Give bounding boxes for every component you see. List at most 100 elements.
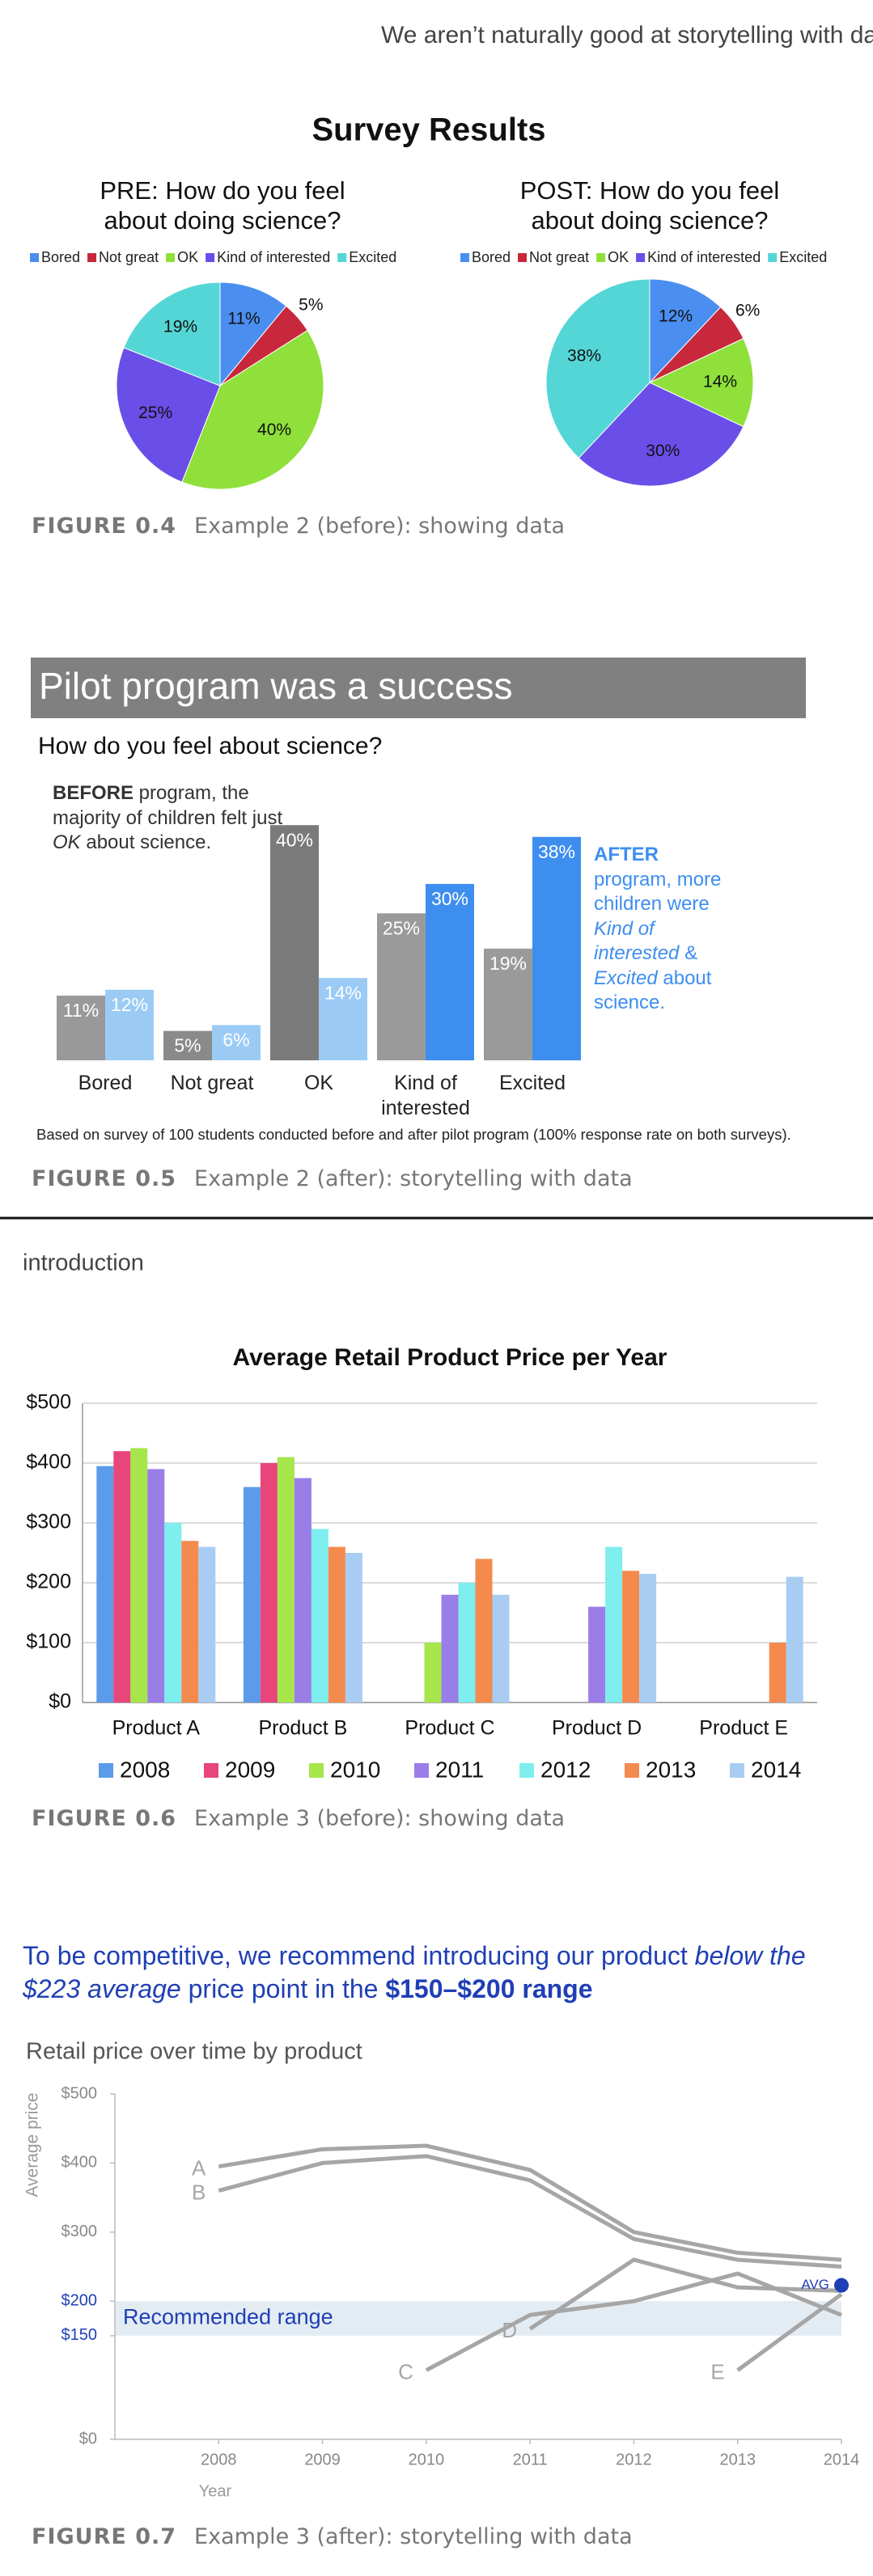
pie-slice bbox=[123, 281, 221, 387]
caption-label: FIGURE 0.7 bbox=[32, 2524, 177, 2549]
bar bbox=[588, 1606, 606, 1703]
legend-swatch bbox=[414, 1763, 429, 1778]
x-tick-label: Product A bbox=[112, 1717, 201, 1740]
caption-text: Example 2 (after): storytelling with dat… bbox=[194, 1166, 633, 1191]
bar bbox=[212, 1025, 261, 1060]
x-tick-label: 2009 bbox=[304, 2451, 341, 2468]
recommended-band bbox=[115, 2301, 841, 2336]
legend-label: Excited bbox=[779, 249, 827, 265]
legend-swatch bbox=[99, 1763, 113, 1778]
slice-label: 6% bbox=[735, 302, 760, 320]
bar bbox=[181, 1541, 199, 1703]
legend-label: Not great bbox=[99, 249, 159, 265]
bar bbox=[105, 989, 154, 1060]
caption-label: FIGURE 0.5 bbox=[32, 1166, 177, 1191]
x-tick-label: 2012 bbox=[616, 2451, 652, 2468]
bar-value-label: 25% bbox=[383, 917, 420, 938]
figure-caption: FIGURE 0.5 Example 2 (after): storytellin… bbox=[32, 1166, 633, 1191]
pie-slice bbox=[648, 337, 754, 428]
line-label: E bbox=[710, 2359, 724, 2384]
legend-label: 2012 bbox=[540, 1757, 591, 1782]
y-tick-label: $400 bbox=[61, 2154, 98, 2172]
legend-swatch bbox=[30, 253, 39, 262]
slice-label: 19% bbox=[163, 318, 197, 336]
annotation-series-name: BEFORE bbox=[53, 782, 134, 804]
legend-swatch bbox=[337, 253, 347, 262]
price-line bbox=[736, 2292, 843, 2372]
text-run: & bbox=[679, 942, 698, 964]
y-tick-label: $500 bbox=[61, 2084, 98, 2102]
survey-title: Survey Results bbox=[311, 112, 545, 148]
legend-label: Kind of interested bbox=[647, 249, 761, 265]
line-label: B bbox=[192, 2180, 206, 2204]
bar-value-label: 38% bbox=[538, 841, 575, 862]
slice-label: 25% bbox=[138, 404, 172, 422]
line-label: C bbox=[398, 2359, 413, 2384]
x-tick-label: Product E bbox=[699, 1717, 788, 1740]
text-run: program, the majority of children felt j… bbox=[53, 782, 283, 829]
legend-label: Bored bbox=[41, 249, 80, 265]
bar bbox=[426, 883, 474, 1060]
bar bbox=[57, 996, 105, 1060]
legend-swatch bbox=[204, 1763, 218, 1778]
figure-caption: FIGURE 0.4 Example 2 (before): showing da… bbox=[32, 514, 565, 539]
bar bbox=[377, 913, 426, 1060]
x-tick-label: 2014 bbox=[824, 2451, 860, 2468]
average-label: AVG bbox=[801, 2277, 829, 2292]
bar bbox=[475, 1559, 493, 1703]
price-line bbox=[528, 2257, 842, 2331]
y-tick-label: $200 bbox=[61, 2291, 98, 2309]
legend-swatch bbox=[460, 253, 469, 262]
bar-value-label: 30% bbox=[431, 888, 468, 909]
legend-swatch bbox=[636, 253, 646, 262]
bar bbox=[311, 1529, 328, 1703]
annotation: BEFORE program, the majority of children… bbox=[53, 781, 287, 856]
y-tick-label: $200 bbox=[26, 1571, 71, 1593]
x-tick-label: Product B bbox=[259, 1717, 348, 1740]
slice-label: 12% bbox=[659, 307, 693, 326]
price-line bbox=[218, 2154, 842, 2269]
x-tick-label: Kind of interested bbox=[381, 1072, 470, 1119]
annotation-series-name: AFTER bbox=[594, 844, 659, 865]
y-tick-label: $0 bbox=[79, 2430, 97, 2447]
legend-swatch bbox=[519, 1763, 534, 1778]
bar bbox=[260, 1463, 278, 1703]
bar bbox=[769, 1643, 786, 1703]
annotation: AFTER program, more children were Kind o… bbox=[594, 843, 731, 1016]
legend-label: 2011 bbox=[435, 1757, 484, 1782]
x-tick-label: 2013 bbox=[719, 2451, 756, 2468]
y-tick-label: $100 bbox=[26, 1631, 71, 1653]
bar bbox=[345, 1553, 362, 1703]
text-run: program, more children were bbox=[594, 868, 722, 916]
slice-label: 5% bbox=[299, 296, 323, 315]
y-tick-label: $500 bbox=[26, 1391, 71, 1414]
bar bbox=[319, 978, 367, 1060]
y-tick-label: $0 bbox=[49, 1690, 71, 1713]
text-run: Excited bbox=[594, 967, 658, 989]
legend-swatch bbox=[625, 1763, 639, 1778]
y-axis-label: Average price bbox=[23, 2092, 42, 2197]
caption-label: FIGURE 0.4 bbox=[32, 514, 177, 539]
bar bbox=[294, 1478, 311, 1703]
headline: To be competitive, we recommend introduc… bbox=[23, 1939, 868, 2006]
y-tick-label: $400 bbox=[26, 1451, 71, 1474]
title-banner bbox=[31, 658, 806, 718]
bar bbox=[639, 1573, 657, 1703]
chart-title: Average Retail Product Price per Year bbox=[233, 1344, 667, 1371]
slice-label: 30% bbox=[646, 442, 680, 460]
legend-label: Bored bbox=[472, 249, 511, 265]
pie-slice bbox=[578, 382, 744, 487]
pie-slice bbox=[116, 347, 221, 483]
bar bbox=[147, 1469, 165, 1703]
legend-label: OK bbox=[177, 249, 198, 265]
bar-value-label: 40% bbox=[276, 829, 313, 850]
page-header: We aren’t naturally good at storytelling… bbox=[381, 22, 873, 49]
text-run: Kind of interested bbox=[594, 917, 680, 965]
section-label: introduction bbox=[23, 1250, 144, 1276]
text-run: below the $223 average bbox=[23, 1941, 806, 2003]
chart-title: Pilot program was a success bbox=[39, 665, 512, 707]
chart-title: PRE: How do you feel about doing science… bbox=[100, 176, 345, 235]
x-tick-label: Product C bbox=[405, 1717, 494, 1740]
bar bbox=[424, 1643, 442, 1703]
